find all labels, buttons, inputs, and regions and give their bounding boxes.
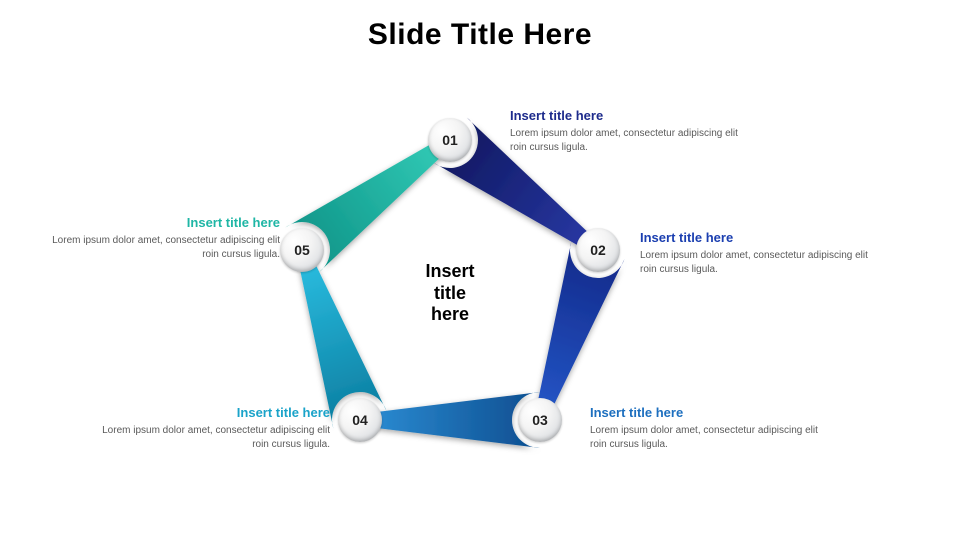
- node-01: 01: [428, 118, 472, 162]
- node-number: 04: [352, 412, 368, 428]
- label-02: Insert title here Lorem ipsum dolor amet,…: [640, 230, 870, 276]
- label-title: Insert title here: [50, 215, 280, 230]
- segment-03: [360, 392, 540, 448]
- label-body: Lorem ipsum dolor amet, consectetur adip…: [100, 424, 330, 451]
- label-body: Lorem ipsum dolor amet, consectetur adip…: [590, 424, 820, 451]
- label-05: Insert title here Lorem ipsum dolor amet,…: [50, 215, 280, 261]
- label-title: Insert title here: [510, 108, 740, 123]
- label-01: Insert title here Lorem ipsum dolor amet,…: [510, 108, 740, 154]
- segment-02: [534, 241, 624, 422]
- label-title: Insert title here: [590, 405, 820, 420]
- label-body: Lorem ipsum dolor amet, consectetur adip…: [640, 249, 870, 276]
- node-number: 03: [532, 412, 548, 428]
- label-title: Insert title here: [100, 405, 330, 420]
- label-03: Insert title here Lorem ipsum dolor amet,…: [590, 405, 820, 451]
- node-02: 02: [576, 228, 620, 272]
- node-number: 02: [590, 242, 606, 258]
- label-04: Insert title here Lorem ipsum dolor amet,…: [100, 405, 330, 451]
- slide: Slide Title Here Inserttitlehere 01Inser…: [0, 0, 960, 540]
- center-label: Inserttitlehere: [395, 261, 505, 326]
- node-05: 05: [280, 228, 324, 272]
- node-04: 04: [338, 398, 382, 442]
- node-number: 01: [442, 132, 458, 148]
- label-body: Lorem ipsum dolor amet, consectetur adip…: [50, 234, 280, 261]
- label-body: Lorem ipsum dolor amet, consectetur adip…: [510, 127, 740, 154]
- node-03: 03: [518, 398, 562, 442]
- label-title: Insert title here: [640, 230, 870, 245]
- node-number: 05: [294, 242, 310, 258]
